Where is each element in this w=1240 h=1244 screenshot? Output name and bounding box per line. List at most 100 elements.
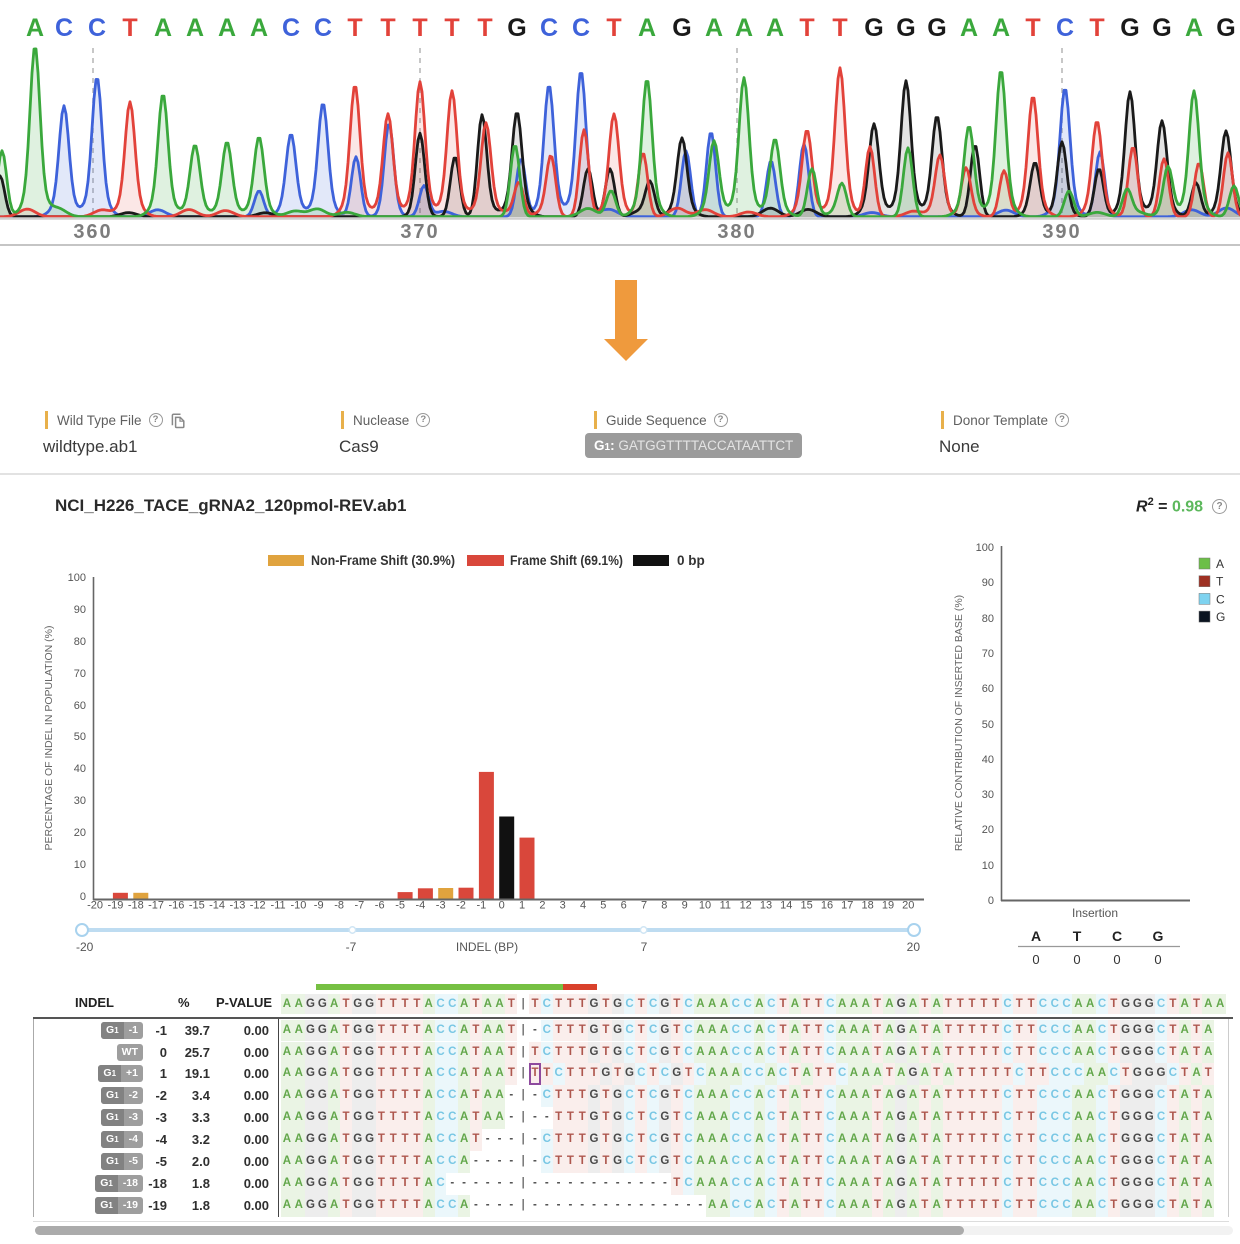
svg-text:2: 2 <box>539 900 545 912</box>
svg-text:T: T <box>1089 14 1104 42</box>
svg-text:40: 40 <box>982 754 994 766</box>
svg-text:7: 7 <box>641 940 648 954</box>
svg-text:80: 80 <box>74 636 86 648</box>
svg-text:-20: -20 <box>87 900 103 912</box>
svg-text:5: 5 <box>600 900 606 912</box>
svg-text:Non-Frame Shift (30.9%): Non-Frame Shift (30.9%) <box>311 553 455 568</box>
svg-text:A: A <box>992 14 1010 42</box>
svg-text:A: A <box>154 14 172 42</box>
svg-text:-12: -12 <box>250 900 266 912</box>
svg-text:A: A <box>1216 557 1224 571</box>
svg-text:T: T <box>606 14 621 42</box>
svg-text:90: 90 <box>982 577 994 589</box>
svg-text:-7: -7 <box>355 900 365 912</box>
svg-text:A: A <box>960 14 978 42</box>
svg-text:17: 17 <box>841 900 853 912</box>
svg-text:30: 30 <box>982 789 994 801</box>
svg-text:370: 370 <box>400 221 439 243</box>
svg-text:0 bp: 0 bp <box>677 553 705 568</box>
svg-text:100: 100 <box>68 572 86 584</box>
svg-text:11: 11 <box>720 900 731 912</box>
svg-text:A: A <box>766 14 784 42</box>
svg-text:14: 14 <box>780 900 792 912</box>
svg-text:G: G <box>864 14 883 42</box>
svg-text:A: A <box>638 14 656 42</box>
svg-text:T: T <box>477 14 492 42</box>
svg-text:T: T <box>1025 14 1040 42</box>
svg-text:-17: -17 <box>148 900 164 912</box>
svg-text:-13: -13 <box>229 900 245 912</box>
svg-text:-10: -10 <box>290 900 306 912</box>
svg-text:0: 0 <box>988 895 994 907</box>
svg-text:0: 0 <box>1113 952 1120 967</box>
svg-text:6: 6 <box>621 900 627 912</box>
svg-text:T: T <box>444 14 459 42</box>
svg-text:A: A <box>1185 14 1203 42</box>
svg-text:7: 7 <box>641 900 647 912</box>
svg-text:18: 18 <box>861 900 873 912</box>
svg-text:-7: -7 <box>346 940 357 954</box>
svg-text:C: C <box>282 14 300 42</box>
svg-text:10: 10 <box>982 860 994 872</box>
svg-text:0: 0 <box>499 900 505 912</box>
svg-text:20: 20 <box>902 900 914 912</box>
svg-text:0: 0 <box>80 891 86 903</box>
svg-text:-15: -15 <box>189 900 205 912</box>
svg-text:20: 20 <box>982 824 994 836</box>
svg-text:T: T <box>1073 928 1082 944</box>
svg-text:50: 50 <box>982 719 994 731</box>
svg-text:T: T <box>412 14 427 42</box>
svg-text:-5: -5 <box>395 900 405 912</box>
svg-text:A: A <box>186 14 204 42</box>
svg-text:C: C <box>540 14 558 42</box>
svg-text:Insertion: Insertion <box>1072 906 1118 920</box>
svg-text:50: 50 <box>74 731 86 743</box>
svg-text:3: 3 <box>560 900 566 912</box>
svg-text:30: 30 <box>74 795 86 807</box>
svg-text:-16: -16 <box>168 900 184 912</box>
svg-text:T: T <box>832 14 847 42</box>
svg-text:A: A <box>705 14 723 42</box>
svg-text:T: T <box>799 14 814 42</box>
svg-text:PERCENTAGE OF INDEL IN POPULAT: PERCENTAGE OF INDEL IN POPULATION (%) <box>43 625 55 850</box>
svg-text:-11: -11 <box>271 900 286 912</box>
svg-text:A: A <box>218 14 236 42</box>
svg-text:A: A <box>26 14 44 42</box>
svg-text:G: G <box>927 14 946 42</box>
svg-text:-14: -14 <box>209 900 225 912</box>
svg-text:-2: -2 <box>456 900 466 912</box>
svg-text:90: 90 <box>74 604 86 616</box>
svg-text:C: C <box>314 14 332 42</box>
svg-text:INDEL (BP): INDEL (BP) <box>456 940 518 954</box>
svg-text:70: 70 <box>982 648 994 660</box>
svg-text:A: A <box>250 14 268 42</box>
svg-text:-18: -18 <box>128 900 144 912</box>
svg-text:70: 70 <box>74 668 86 680</box>
svg-text:A: A <box>735 14 753 42</box>
svg-text:60: 60 <box>74 700 86 712</box>
svg-text:-9: -9 <box>314 900 324 912</box>
svg-text:10: 10 <box>74 859 86 871</box>
svg-text:C: C <box>1056 14 1074 42</box>
svg-text:Frame Shift (69.1%): Frame Shift (69.1%) <box>510 553 623 568</box>
svg-text:390: 390 <box>1042 221 1081 243</box>
svg-text:-8: -8 <box>334 900 344 912</box>
svg-text:10: 10 <box>699 900 711 912</box>
svg-text:80: 80 <box>982 613 994 625</box>
svg-text:-20: -20 <box>76 940 94 954</box>
svg-text:9: 9 <box>682 900 688 912</box>
svg-text:T: T <box>1216 575 1224 589</box>
svg-text:G: G <box>1153 928 1164 944</box>
svg-text:40: 40 <box>74 763 86 775</box>
svg-text:T: T <box>347 14 362 42</box>
svg-text:G: G <box>1120 14 1139 42</box>
svg-text:13: 13 <box>760 900 772 912</box>
svg-text:380: 380 <box>717 221 756 243</box>
svg-text:C: C <box>1112 928 1122 944</box>
svg-text:0: 0 <box>1073 952 1080 967</box>
svg-text:12: 12 <box>740 900 752 912</box>
svg-text:C: C <box>572 14 590 42</box>
svg-text:360: 360 <box>73 221 112 243</box>
svg-text:RELATIVE CONTRIBUTION OF INSER: RELATIVE CONTRIBUTION OF INSERTED BASE (… <box>953 595 965 851</box>
svg-text:G: G <box>1216 610 1225 624</box>
